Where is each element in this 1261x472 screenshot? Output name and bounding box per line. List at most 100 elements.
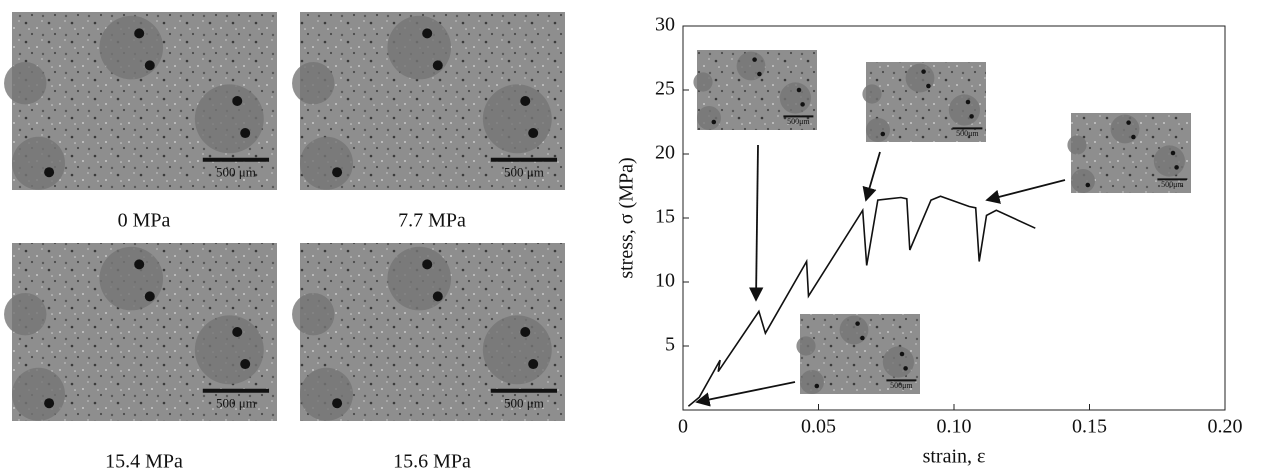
- grain: [292, 61, 335, 105]
- pore: [1126, 120, 1131, 125]
- arrow: [862, 151, 881, 202]
- caption: 15.4 MPa: [105, 451, 183, 472]
- pore: [1170, 150, 1176, 156]
- pore: [232, 327, 243, 337]
- x-tick-label: 0: [678, 416, 688, 438]
- grain: [693, 72, 713, 92]
- micrograph: 500μm: [862, 62, 986, 142]
- arrow: [985, 179, 1066, 204]
- pore: [855, 321, 860, 326]
- pore: [528, 128, 539, 139]
- stress-curve: [687, 195, 1036, 407]
- x-axis-label: strain, ε: [923, 446, 986, 468]
- grain: [194, 315, 264, 385]
- scale-label: 500μm: [787, 117, 810, 126]
- y-tick-label: 25: [655, 78, 675, 100]
- pore: [800, 102, 805, 107]
- pore: [422, 28, 433, 39]
- pore: [926, 83, 931, 89]
- pore: [144, 60, 155, 71]
- scale-label: 500 μm: [216, 396, 256, 411]
- pore: [44, 398, 55, 409]
- grain: [1067, 135, 1087, 155]
- grain: [736, 51, 766, 81]
- micrograph: 500 μm: [292, 12, 565, 190]
- micrograph: 500μm: [796, 314, 920, 394]
- scale-label: 500 μm: [216, 165, 256, 180]
- pore: [796, 87, 802, 93]
- micrograph: 500 μm: [4, 243, 277, 421]
- grain: [800, 370, 824, 394]
- pore: [1131, 134, 1136, 140]
- grain: [1071, 169, 1095, 193]
- scale-label: 500 μm: [504, 396, 544, 411]
- grain: [948, 94, 981, 126]
- micrograph: 500μm: [693, 50, 817, 130]
- pore: [240, 359, 251, 370]
- grain: [99, 246, 164, 311]
- pore: [332, 398, 343, 409]
- grain: [99, 15, 164, 80]
- y-tick-label: 30: [655, 14, 675, 36]
- pore: [921, 69, 926, 74]
- pore: [860, 335, 865, 341]
- grain: [387, 246, 452, 311]
- grain: [194, 84, 264, 154]
- grain: [839, 315, 869, 345]
- pore: [814, 383, 820, 389]
- grain: [300, 136, 353, 190]
- grain: [482, 84, 552, 154]
- arrow: [695, 381, 796, 407]
- pore: [965, 99, 971, 105]
- grain: [4, 293, 47, 336]
- grain: [1153, 145, 1185, 177]
- x-tick-label: 0.10: [937, 416, 972, 438]
- pore: [134, 28, 145, 39]
- pore: [1085, 182, 1091, 188]
- pore: [134, 259, 145, 270]
- x-tick-label: 0.05: [801, 416, 836, 438]
- pore: [144, 291, 155, 302]
- pore: [757, 71, 762, 77]
- pore: [232, 96, 243, 106]
- y-tick-label: 15: [655, 206, 675, 228]
- pore: [240, 128, 251, 139]
- grain: [779, 82, 812, 114]
- arrow: [748, 144, 764, 302]
- grain: [12, 367, 65, 421]
- caption: 0 MPa: [118, 210, 171, 232]
- pore: [432, 60, 443, 71]
- pore: [711, 119, 717, 125]
- pore: [969, 114, 974, 119]
- x-tick-label: 0.15: [1072, 416, 1107, 438]
- pore: [422, 259, 433, 270]
- scale-label: 500μm: [890, 381, 913, 390]
- grain: [387, 15, 452, 80]
- pore: [899, 351, 905, 357]
- pore: [752, 57, 757, 62]
- grain: [4, 61, 47, 105]
- pore: [528, 359, 539, 370]
- caption: 15.6 MPa: [393, 451, 471, 472]
- y-tick-label: 20: [655, 142, 675, 164]
- y-tick-label: 5: [665, 334, 675, 356]
- grain: [292, 293, 335, 336]
- grain: [905, 63, 935, 93]
- pore: [520, 96, 531, 106]
- grain: [1110, 114, 1140, 144]
- micrograph: 500μm: [1067, 113, 1191, 193]
- grain: [697, 106, 721, 130]
- pore: [880, 131, 886, 137]
- pore: [332, 167, 343, 178]
- grain: [300, 367, 353, 421]
- pore: [903, 366, 908, 371]
- micrograph: 500 μm: [4, 12, 277, 190]
- caption: 7.7 MPa: [398, 210, 466, 232]
- grain: [12, 136, 65, 190]
- scale-label: 500 μm: [504, 165, 544, 180]
- pore: [432, 291, 443, 302]
- pore: [1174, 165, 1179, 170]
- grain: [862, 84, 882, 104]
- x-tick-label: 0.20: [1208, 416, 1243, 438]
